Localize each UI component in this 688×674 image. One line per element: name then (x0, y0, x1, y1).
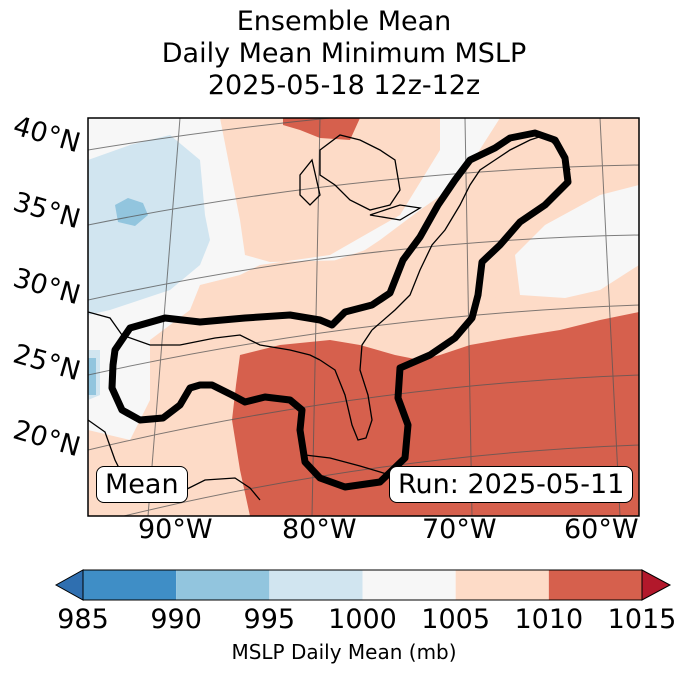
parallel-40 (88, 118, 336, 151)
mean-contour (108, 129, 572, 491)
field-995-1000 (88, 135, 210, 315)
title-line-1: Ensemble Mean (236, 6, 452, 37)
colorbar-frame (82, 569, 643, 601)
great-lakes-2 (299, 158, 321, 206)
colorbar-extend-low (54, 569, 84, 601)
colorbar-extend-high (641, 569, 672, 601)
colorbar-segment-1000-1005 (362, 570, 456, 600)
colorbar-label: MSLP Daily Mean (mb) (231, 640, 457, 664)
parallel-30 (88, 234, 639, 301)
colorbar-tick-995: 995 (243, 604, 296, 635)
lake-erie (369, 204, 422, 221)
colorbar-segment-1010-1015 (548, 570, 642, 600)
parallel-20 (88, 374, 639, 451)
coastline-florida (319, 329, 373, 441)
parallel-15 (122, 444, 639, 516)
coastline-gulf (88, 311, 321, 361)
lon-label-80w: 80°W (282, 514, 357, 545)
colorbar-segment-990-995 (176, 570, 270, 600)
field-990-995 (115, 198, 148, 226)
lon-label-60w: 60°W (564, 514, 639, 545)
colorbar-segment-1005-1010 (455, 570, 549, 600)
meridian-60 (599, 118, 621, 516)
lon-label-90w: 90°W (138, 514, 213, 545)
mean-label-box: Mean (96, 466, 188, 503)
title-line-3: 2025-05-18 12z-12z (207, 70, 481, 101)
run-date-box: Run: 2025-05-11 (389, 466, 634, 503)
field-1010-1015 (232, 312, 639, 516)
colorbar-segment-995-1000 (269, 570, 363, 600)
colorbar (54, 569, 672, 601)
colorbar-tick-1005: 1005 (421, 604, 491, 635)
colorbar-tick-1010: 1010 (514, 604, 584, 635)
colorbar-tick-985: 985 (57, 604, 109, 635)
colorbar-tick-1000: 1000 (328, 604, 397, 635)
great-lakes (319, 134, 401, 211)
lon-label-70w: 70°W (422, 514, 497, 545)
colorbar-tick-1015: 1015 (607, 604, 677, 635)
parallel-25 (88, 304, 639, 376)
title-line-2: Daily Mean Minimum MSLP (161, 38, 527, 69)
map-frame (87, 117, 640, 517)
colorbar-tick-990: 990 (150, 604, 202, 635)
parallel-35 (88, 164, 639, 226)
field-1010-1015-north (283, 118, 360, 140)
field-990-995-south (88, 358, 96, 395)
colorbar-segment-985-990 (83, 570, 177, 600)
